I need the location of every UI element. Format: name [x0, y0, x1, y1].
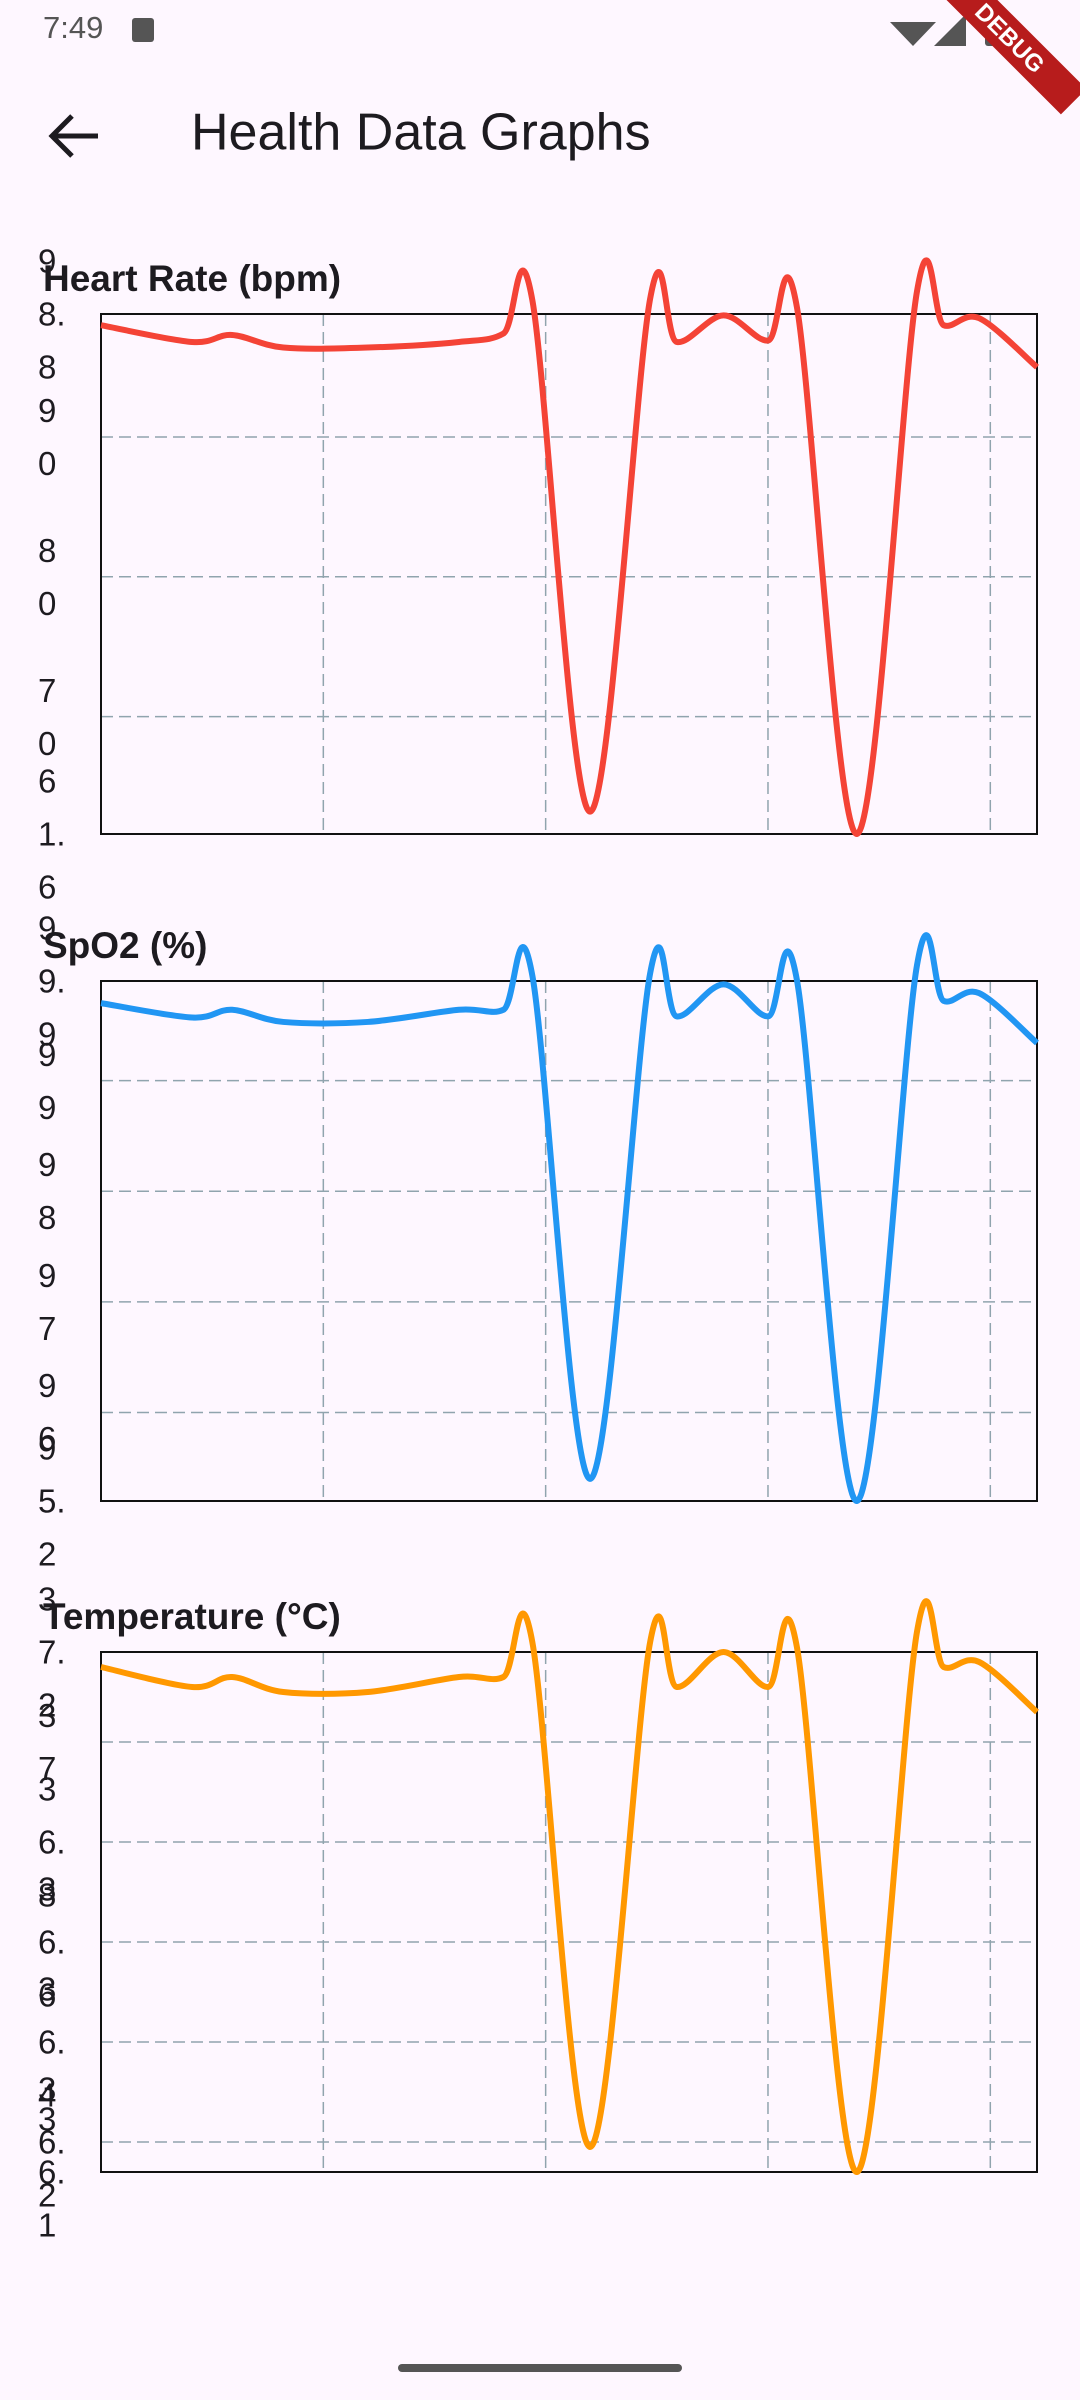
- y-tick-label: 36.8: [38, 1770, 66, 1914]
- plot-border: [100, 980, 1038, 1502]
- y-tick-label: 99.9: [38, 909, 66, 1053]
- debug-banner: DEBUG: [933, 0, 1080, 115]
- y-tick-label: 98.8: [38, 242, 66, 386]
- y-tick-label: 96: [38, 1367, 57, 1458]
- status-time: 7:49: [43, 10, 103, 45]
- y-tick-label: 80: [38, 531, 57, 622]
- status-icon: [132, 18, 154, 42]
- y-tick-label: 97: [38, 1256, 57, 1347]
- chart-title: Temperature (°C): [43, 1596, 341, 1637]
- y-tick-label: 36.2: [38, 2070, 66, 2214]
- y-tick-label: 36.6: [38, 1870, 66, 2014]
- plot-border: [100, 313, 1038, 835]
- y-tick-label: 37: [38, 1697, 57, 1787]
- app-bar-title: Health Data Graphs: [191, 104, 651, 162]
- plot-border: [100, 1651, 1038, 2173]
- y-tick-label: 36.1: [38, 2100, 66, 2244]
- wifi-icon: [890, 22, 936, 46]
- debug-text: DEBUG: [969, 0, 1049, 79]
- chart-title: Heart Rate (bpm): [43, 258, 341, 299]
- y-tick-label: 99: [38, 1035, 57, 1126]
- data-line: [100, 257, 1039, 838]
- y-tick-label: 36.4: [38, 1970, 66, 2114]
- chart-title: SpO2 (%): [43, 925, 207, 966]
- y-tick-label: 61.6: [38, 762, 66, 906]
- y-tick-label: 95.2: [38, 1429, 66, 1573]
- signal-icon: [934, 14, 966, 46]
- home-indicator: [398, 2364, 682, 2372]
- data-line: [100, 932, 1039, 1505]
- back-button[interactable]: [48, 114, 98, 158]
- y-tick-label: 98: [38, 1146, 57, 1237]
- y-tick-label: 90: [38, 392, 57, 482]
- y-tick-label: 70: [38, 671, 57, 762]
- y-tick-label: 37.2: [38, 1580, 66, 1724]
- data-line: [100, 1598, 1039, 2176]
